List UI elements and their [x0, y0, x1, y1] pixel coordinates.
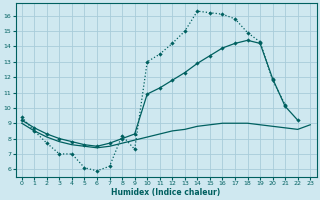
X-axis label: Humidex (Indice chaleur): Humidex (Indice chaleur) — [111, 188, 221, 197]
